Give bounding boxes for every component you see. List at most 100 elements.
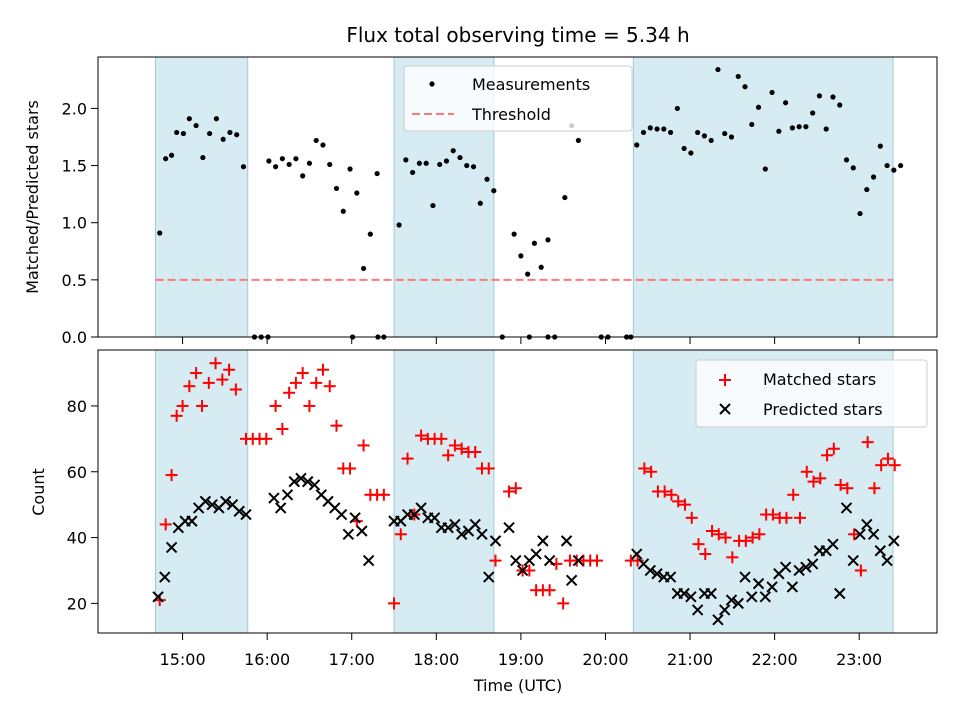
matched-point (848, 528, 861, 541)
measurement-point (898, 162, 904, 169)
measurement-point (293, 156, 299, 162)
predicted-point (793, 564, 805, 577)
x-tick-label: 16:00 (244, 650, 290, 669)
matched-point (841, 482, 854, 495)
top-measurements (157, 66, 904, 340)
predicted-point (220, 495, 232, 508)
matched-point (170, 409, 183, 422)
measurement-point (525, 271, 531, 277)
predicted-point (854, 528, 866, 540)
legend-predicted-label: Predicted stars (763, 400, 883, 419)
measurement-point (403, 157, 409, 163)
matched-point (330, 419, 343, 432)
y-tick-label: 1.5 (62, 157, 87, 176)
measurement-point (396, 222, 402, 228)
predicted-point (752, 577, 765, 590)
measurement-point (701, 133, 708, 139)
matched-point (303, 399, 316, 412)
matched-point (678, 498, 691, 511)
predicted-point (199, 495, 212, 508)
measurement-point (437, 161, 443, 168)
x-tick-label: 21:00 (667, 650, 713, 669)
matched-point (394, 528, 407, 541)
measurement-point (674, 105, 680, 112)
measurement-point (484, 176, 490, 182)
measurement-point (769, 89, 775, 96)
matched-point (455, 442, 468, 455)
predicted-point (631, 548, 643, 560)
legend-threshold-label: Threshold (471, 105, 551, 124)
x-tick-label: 15:00 (160, 650, 206, 669)
measurement-point (823, 126, 829, 132)
matched-point (190, 367, 203, 380)
x-tick-label: 23:00 (836, 650, 882, 669)
matched-point (489, 554, 502, 567)
shaded-interval (155, 349, 249, 634)
y-tick-label: 20 (67, 594, 87, 613)
predicted-point (449, 518, 461, 531)
matched-point (875, 459, 888, 472)
predicted-point (874, 545, 887, 557)
matched-point (557, 597, 570, 610)
predicted-point (800, 561, 812, 573)
measurement-point (810, 110, 816, 116)
legend-predicted-marker (719, 403, 731, 415)
top-panel: 0.0 0.5 1.0 1.5 2.0 Flux total observing tim… (23, 23, 938, 347)
measurement-point (816, 93, 823, 99)
measurement-point (457, 154, 463, 161)
predicted-point (712, 614, 724, 626)
matched-point (482, 462, 495, 475)
predicted-point (840, 502, 853, 514)
measurement-point (423, 160, 429, 166)
matched-point (881, 452, 894, 465)
measurement-point (477, 200, 483, 206)
measurement-point (864, 186, 870, 193)
top-shaded-intervals (155, 56, 894, 338)
predicted-point (428, 512, 441, 524)
matched-point (289, 376, 302, 389)
matched-point (165, 469, 178, 482)
matched-point (699, 548, 712, 561)
measurement-point (877, 143, 883, 149)
predicted-point (152, 591, 164, 603)
legend-measurements-label: Measurements (472, 75, 590, 94)
predicted-point (537, 535, 549, 547)
measurement-point (735, 73, 741, 80)
measurement-point (340, 208, 346, 214)
bottom-star-counts (152, 357, 901, 626)
matched-point (692, 538, 705, 551)
top-chart-title: Flux total observing time = 5.34 h (346, 23, 689, 47)
matched-point (672, 495, 685, 508)
y-tick-label: 0.5 (62, 271, 87, 290)
predicted-point (806, 558, 819, 570)
matched-point (685, 511, 698, 524)
predicted-point (739, 571, 751, 583)
predicted-point (455, 528, 468, 540)
shaded-interval (155, 56, 249, 338)
measurement-point (410, 169, 416, 176)
y-tick-label: 80 (67, 397, 87, 416)
measurement-point (491, 188, 497, 194)
matched-point (276, 422, 289, 435)
measurement-point (667, 129, 674, 136)
matched-point (388, 597, 401, 610)
shaded-interval (632, 56, 894, 338)
predicted-point (881, 554, 893, 567)
predicted-point (489, 535, 502, 547)
matched-point (854, 564, 867, 577)
x-tick-label: 18:00 (413, 650, 459, 669)
measurement-point (531, 240, 538, 246)
measurement-point (830, 94, 836, 100)
matched-point (216, 373, 229, 386)
x-tick-label: 19:00 (498, 650, 544, 669)
predicted-point (288, 475, 300, 488)
predicted-point (888, 535, 900, 547)
measurement-point (511, 231, 517, 237)
matched-point (868, 482, 881, 495)
matched-point (706, 524, 719, 537)
matched-point (807, 475, 820, 488)
measurement-point (728, 134, 735, 140)
measurement-point (640, 129, 647, 136)
predicted-point (543, 554, 556, 567)
